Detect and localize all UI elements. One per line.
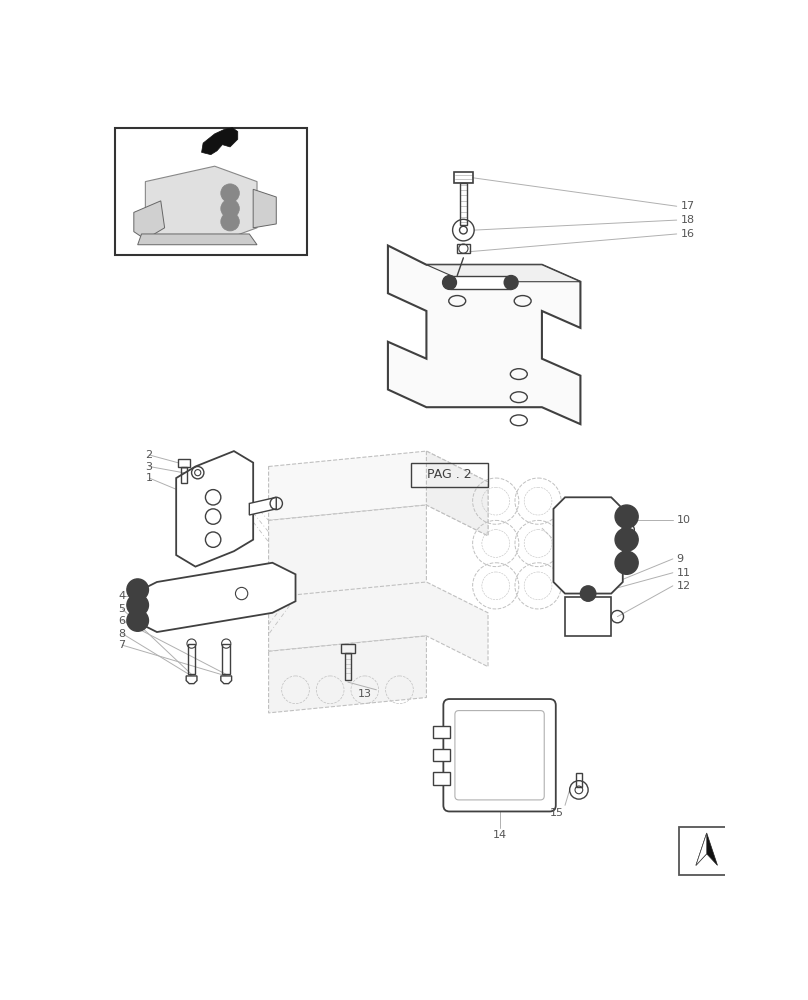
- Circle shape: [127, 594, 149, 616]
- Text: 11: 11: [676, 568, 691, 578]
- Text: 6: 6: [119, 615, 125, 626]
- Bar: [115, 128, 307, 255]
- Text: 14: 14: [493, 830, 507, 840]
- Bar: [432, 772, 449, 785]
- Polygon shape: [427, 265, 580, 282]
- Bar: [565, 597, 611, 636]
- Circle shape: [504, 276, 518, 289]
- Text: 4: 4: [119, 591, 125, 601]
- Bar: [411, 463, 488, 487]
- Text: 10: 10: [676, 515, 691, 525]
- Polygon shape: [696, 833, 718, 865]
- Text: 15: 15: [550, 808, 564, 818]
- Text: 5: 5: [119, 604, 125, 614]
- Polygon shape: [553, 497, 623, 594]
- Text: 12: 12: [676, 581, 691, 591]
- Bar: [432, 726, 449, 738]
- Bar: [222, 644, 230, 674]
- Circle shape: [615, 551, 638, 574]
- Text: 16: 16: [680, 229, 695, 239]
- Polygon shape: [388, 246, 580, 424]
- Text: 9: 9: [676, 554, 684, 564]
- Text: 8: 8: [119, 629, 125, 639]
- Polygon shape: [250, 497, 276, 515]
- Circle shape: [580, 586, 595, 601]
- Polygon shape: [427, 451, 488, 536]
- Text: 17: 17: [680, 201, 695, 211]
- Polygon shape: [268, 451, 488, 536]
- Circle shape: [127, 579, 149, 600]
- Text: PAG . 2: PAG . 2: [427, 468, 472, 481]
- Bar: [679, 827, 734, 875]
- Bar: [181, 466, 187, 483]
- Polygon shape: [268, 582, 488, 667]
- Polygon shape: [145, 166, 257, 243]
- Polygon shape: [268, 505, 427, 605]
- Bar: [187, 644, 196, 674]
- Text: 3: 3: [145, 462, 153, 472]
- Circle shape: [221, 184, 239, 202]
- Polygon shape: [176, 451, 253, 567]
- Bar: [345, 653, 351, 680]
- Text: 1: 1: [145, 473, 153, 483]
- Circle shape: [615, 528, 638, 551]
- Polygon shape: [221, 676, 232, 684]
- FancyBboxPatch shape: [444, 699, 556, 811]
- Polygon shape: [201, 128, 238, 155]
- Bar: [576, 773, 582, 787]
- Text: 13: 13: [358, 689, 372, 699]
- Circle shape: [443, 276, 457, 289]
- Polygon shape: [134, 563, 296, 632]
- Polygon shape: [449, 276, 511, 289]
- Text: 2: 2: [145, 450, 153, 460]
- Bar: [432, 749, 449, 761]
- Polygon shape: [186, 676, 197, 684]
- Polygon shape: [137, 234, 257, 245]
- Text: 7: 7: [119, 640, 125, 650]
- Circle shape: [615, 505, 638, 528]
- Polygon shape: [268, 636, 427, 713]
- Circle shape: [127, 610, 149, 631]
- FancyBboxPatch shape: [455, 711, 545, 800]
- Polygon shape: [253, 189, 276, 228]
- Bar: [460, 183, 467, 225]
- Text: 18: 18: [680, 215, 695, 225]
- Circle shape: [221, 212, 239, 231]
- Circle shape: [221, 199, 239, 218]
- Polygon shape: [696, 833, 707, 865]
- Polygon shape: [134, 201, 165, 239]
